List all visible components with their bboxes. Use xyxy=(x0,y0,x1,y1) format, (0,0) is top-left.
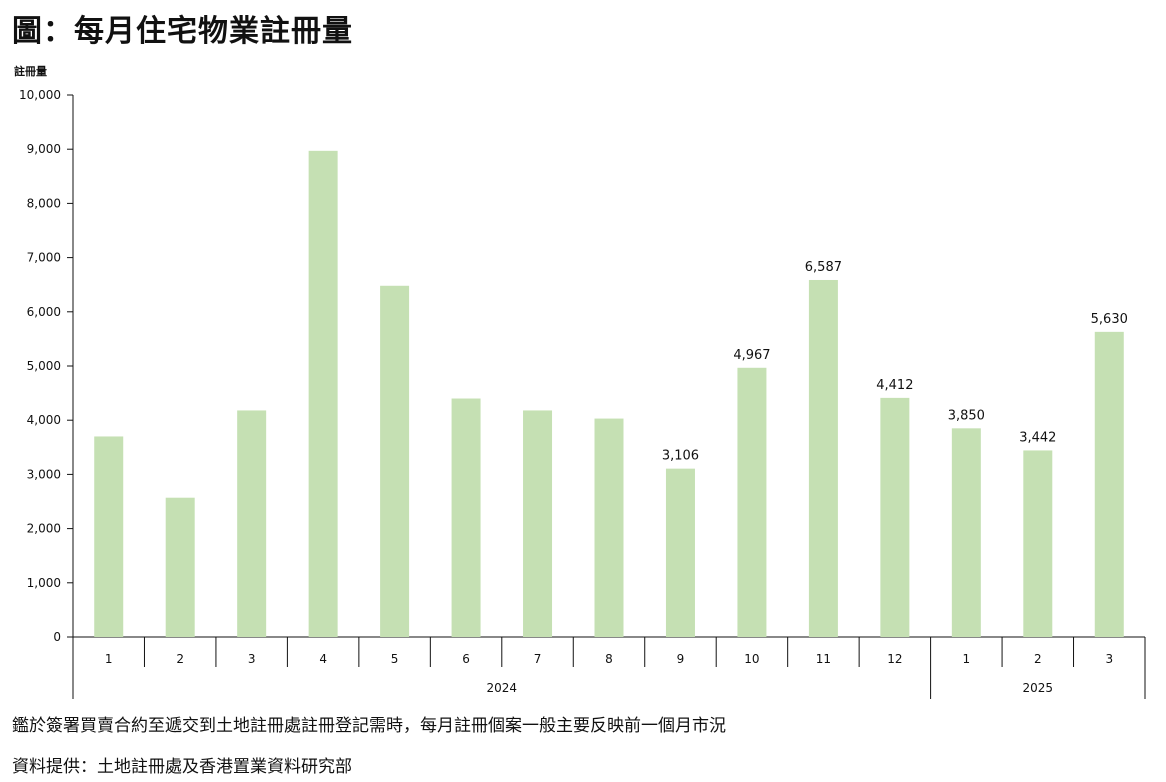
y-tick-label: 10,000 xyxy=(19,88,61,102)
y-tick-label: 9,000 xyxy=(27,142,61,156)
bar-value-label: 5,630 xyxy=(1091,312,1128,327)
y-tick-label: 1,000 xyxy=(27,576,61,590)
y-tick-label: 4,000 xyxy=(27,413,61,427)
bar-value-label: 3,106 xyxy=(662,449,699,464)
y-tick-label: 2,000 xyxy=(27,522,61,536)
x-tick-label: 5 xyxy=(391,652,399,666)
bar xyxy=(1094,331,1124,637)
x-tick-label: 1 xyxy=(963,652,971,666)
page-title: 圖：每月住宅物業註冊量 xyxy=(12,14,353,49)
bar xyxy=(451,398,481,637)
bar xyxy=(523,410,553,637)
bar xyxy=(880,397,910,637)
y-axis-title: 註冊量 xyxy=(14,64,47,78)
x-tick-label: 10 xyxy=(744,652,759,666)
x-tick-label: 3 xyxy=(248,652,256,666)
year-group-label: 2025 xyxy=(1023,681,1054,695)
footnote-registration-lag: 鑑於簽署買賣合約至遞交到土地註冊處註冊登記需時，每月註冊個案一般主要反映前一個月… xyxy=(12,716,726,736)
bar xyxy=(737,367,767,637)
footnote-data-source: 資料提供：土地註冊處及香港置業資料研究部 xyxy=(12,757,352,777)
bar-value-label: 4,967 xyxy=(733,348,770,363)
bar xyxy=(665,468,695,637)
x-tick-label: 9 xyxy=(677,652,685,666)
bar xyxy=(1023,450,1053,637)
x-tick-label: 2 xyxy=(1034,652,1042,666)
bar-value-label: 4,412 xyxy=(876,378,913,393)
bar-value-label: 6,587 xyxy=(805,260,842,275)
y-tick-label: 5,000 xyxy=(27,359,61,373)
year-group-label: 2024 xyxy=(487,681,518,695)
bar xyxy=(237,410,267,637)
y-tick-label: 6,000 xyxy=(27,305,61,319)
x-tick-label: 6 xyxy=(462,652,470,666)
bar xyxy=(94,436,124,637)
x-tick-label: 3 xyxy=(1105,652,1113,666)
x-tick-label: 8 xyxy=(605,652,613,666)
x-tick-label: 1 xyxy=(105,652,113,666)
x-tick-label: 12 xyxy=(887,652,902,666)
y-tick-label: 0 xyxy=(53,630,61,644)
x-tick-label: 7 xyxy=(534,652,542,666)
y-tick-label: 3,000 xyxy=(27,467,61,481)
x-tick-label: 4 xyxy=(319,652,327,666)
x-tick-label: 2 xyxy=(176,652,184,666)
bar xyxy=(380,285,410,637)
bar xyxy=(808,279,838,637)
bar-value-label: 3,850 xyxy=(948,408,985,423)
bar xyxy=(308,150,338,638)
y-tick-label: 7,000 xyxy=(27,251,61,265)
bar xyxy=(951,428,981,637)
bar-value-label: 3,442 xyxy=(1019,430,1056,445)
bar xyxy=(165,497,195,637)
bar-chart: 註冊量 0 1,000 2,000 3,000 4,000 5,000 6,000 7,000… xyxy=(14,64,1146,699)
y-tick-label: 8,000 xyxy=(27,196,61,210)
x-tick-label: 11 xyxy=(816,652,831,666)
bar xyxy=(594,418,624,637)
